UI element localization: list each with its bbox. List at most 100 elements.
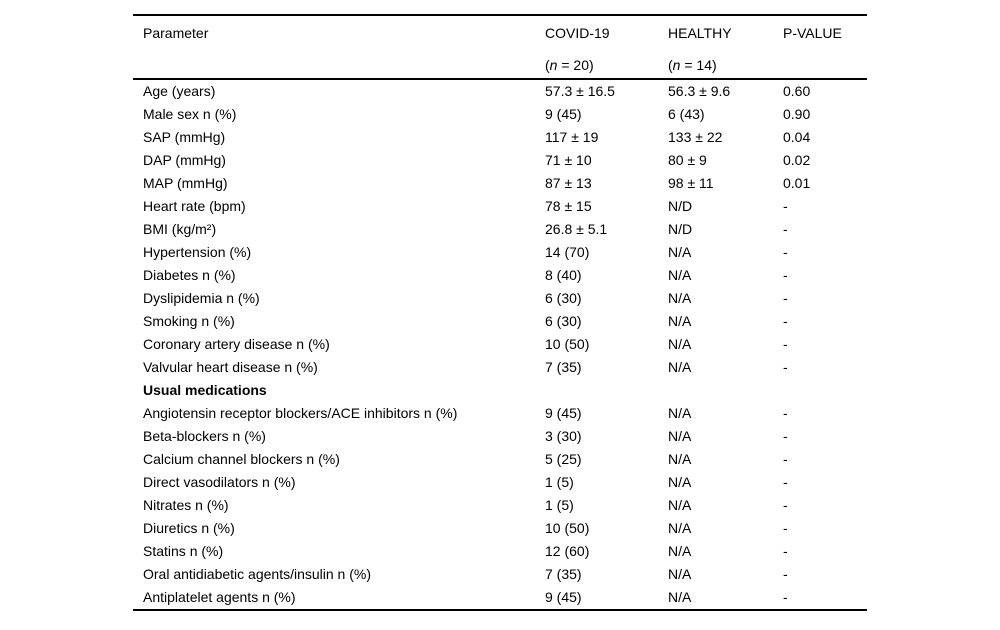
cell-p-value: - <box>783 290 788 306</box>
cell-parameter: Angiotensin receptor blockers/ACE inhibi… <box>143 405 458 421</box>
cell-covid-value <box>545 379 668 402</box>
cell-covid-value: 117 ± 19 <box>545 129 599 145</box>
cell-covid-value: 5 (25) <box>545 451 582 467</box>
cell-healthy-value: N/A <box>668 244 692 260</box>
table-header-rule <box>133 78 867 80</box>
cell-covid-value: 6 (30) <box>545 290 582 306</box>
cell-healthy-value: N/A <box>668 589 692 605</box>
table-bottom-rule <box>133 609 867 611</box>
column-header-covid-name: COVID-19 <box>545 25 610 41</box>
column-header-healthy: HEALTHY (n = 14) <box>668 16 783 78</box>
cell-healthy-value: N/A <box>668 267 692 283</box>
cell-p-value: - <box>783 313 788 329</box>
table-row: Hypertension (%) 14 (70) N/A - <box>133 241 867 264</box>
cell-covid-value: 1 (5) <box>545 497 574 513</box>
table-row: Beta-blockers n (%) 3 (30) N/A - <box>133 425 867 448</box>
healthy-n-suffix: = 14) <box>680 57 717 73</box>
cell-p-value: - <box>783 520 788 536</box>
cell-covid-value: 12 (60) <box>545 543 590 559</box>
cell-parameter: Smoking n (%) <box>143 313 235 329</box>
cell-covid-value: 7 (35) <box>545 566 582 582</box>
cell-covid-value: 3 (30) <box>545 428 582 444</box>
cell-p-value: - <box>783 497 788 513</box>
cell-healthy-value: N/A <box>668 290 692 306</box>
cell-parameter: Usual medications <box>143 382 267 398</box>
cell-healthy-value: N/A <box>668 359 692 375</box>
cell-healthy-value <box>668 379 783 402</box>
cell-parameter: Coronary artery disease n (%) <box>143 336 330 352</box>
cell-healthy-value: 6 (43) <box>668 106 705 122</box>
table-row: Calcium channel blockers n (%) 5 (25) N/A - <box>133 448 867 471</box>
cell-p-value: 0.04 <box>783 129 811 145</box>
cell-covid-value: 78 ± 15 <box>545 198 592 214</box>
cell-healthy-value: 56.3 ± 9.6 <box>668 83 731 99</box>
cell-healthy-value: N/A <box>668 313 692 329</box>
cell-healthy-value: 80 ± 9 <box>668 152 707 168</box>
cell-parameter: Diuretics n (%) <box>143 520 235 536</box>
cell-parameter: Oral antidiabetic agents/insulin n (%) <box>143 566 372 582</box>
column-header-healthy-name: HEALTHY <box>668 25 732 41</box>
column-header-pvalue: P-VALUE <box>783 16 867 78</box>
cell-healthy-value: 133 ± 22 <box>668 129 723 145</box>
cell-parameter: Antiplatelet agents n (%) <box>143 589 296 605</box>
column-header-healthy-n: (n = 14) <box>668 48 783 80</box>
cell-p-value: - <box>783 566 788 582</box>
table-row: Usual medications <box>133 379 867 402</box>
healthy-n-symbol: n <box>672 57 681 73</box>
cell-p-value: - <box>783 451 788 467</box>
cell-covid-value: 7 (35) <box>545 359 582 375</box>
cell-p-value: 0.01 <box>783 175 811 191</box>
cell-parameter: Dyslipidemia n (%) <box>143 290 260 306</box>
cell-p-value: - <box>783 405 788 421</box>
table-row: Statins n (%) 12 (60) N/A - <box>133 540 867 563</box>
cell-healthy-value: N/A <box>668 405 692 421</box>
cell-parameter: Male sex n (%) <box>143 106 237 122</box>
table-header-row: Parameter COVID-19 (n = 20) HEALTHY (n =… <box>133 16 867 78</box>
cell-covid-value: 87 ± 13 <box>545 175 592 191</box>
cell-p-value: - <box>783 428 788 444</box>
cell-healthy-value: N/A <box>668 497 692 513</box>
cell-healthy-value: N/A <box>668 474 692 490</box>
column-header-covid-n: (n = 20) <box>545 48 668 80</box>
cell-parameter: Diabetes n (%) <box>143 267 236 283</box>
table-row: Oral antidiabetic agents/insulin n (%) 7 … <box>133 563 867 586</box>
clinical-characteristics-table: Parameter COVID-19 (n = 20) HEALTHY (n =… <box>133 14 867 611</box>
table-row: Age (years) 57.3 ± 16.5 56.3 ± 9.6 0.60 <box>133 80 867 103</box>
cell-p-value: - <box>783 244 788 260</box>
cell-parameter: Hypertension (%) <box>143 244 252 260</box>
cell-covid-value: 9 (45) <box>545 589 582 605</box>
cell-p-value: - <box>783 221 788 237</box>
cell-covid-value: 6 (30) <box>545 313 582 329</box>
cell-parameter: Direct vasodilators n (%) <box>143 474 296 490</box>
cell-covid-value: 9 (45) <box>545 405 582 421</box>
cell-healthy-value: N/A <box>668 566 692 582</box>
cell-p-value: - <box>783 336 788 352</box>
table-body: Age (years) 57.3 ± 16.5 56.3 ± 9.6 0.60 Male… <box>133 80 867 609</box>
cell-parameter: Statins n (%) <box>143 543 224 559</box>
cell-covid-value: 57.3 ± 16.5 <box>545 83 615 99</box>
cell-parameter: Beta-blockers n (%) <box>143 428 266 444</box>
cell-parameter: Age (years) <box>143 83 216 99</box>
table-row: Smoking n (%) 6 (30) N/A - <box>133 310 867 333</box>
table-row: DAP (mmHg) 71 ± 10 80 ± 9 0.02 <box>133 149 867 172</box>
covid-n-prefix: ( <box>545 57 550 73</box>
table-row: SAP (mmHg) 117 ± 19 133 ± 22 0.04 <box>133 126 867 149</box>
cell-p-value: - <box>783 474 788 490</box>
cell-parameter: MAP (mmHg) <box>143 175 228 191</box>
covid-n-suffix: = 20) <box>557 57 594 73</box>
cell-healthy-value: N/D <box>668 221 693 237</box>
cell-covid-value: 14 (70) <box>545 244 590 260</box>
table-row: Angiotensin receptor blockers/ACE inhibi… <box>133 402 867 425</box>
table-row: Direct vasodilators n (%) 1 (5) N/A - <box>133 471 867 494</box>
table-row: MAP (mmHg) 87 ± 13 98 ± 11 0.01 <box>133 172 867 195</box>
cell-parameter: Nitrates n (%) <box>143 497 229 513</box>
cell-p-value <box>783 379 867 402</box>
cell-covid-value: 71 ± 10 <box>545 152 592 168</box>
column-header-pvalue-label: P-VALUE <box>783 25 842 41</box>
cell-p-value: 0.90 <box>783 106 811 122</box>
cell-p-value: 0.02 <box>783 152 811 168</box>
table-row: Coronary artery disease n (%) 10 (50) N/A - <box>133 333 867 356</box>
cell-healthy-value: N/A <box>668 451 692 467</box>
cell-parameter: Valvular heart disease n (%) <box>143 359 318 375</box>
